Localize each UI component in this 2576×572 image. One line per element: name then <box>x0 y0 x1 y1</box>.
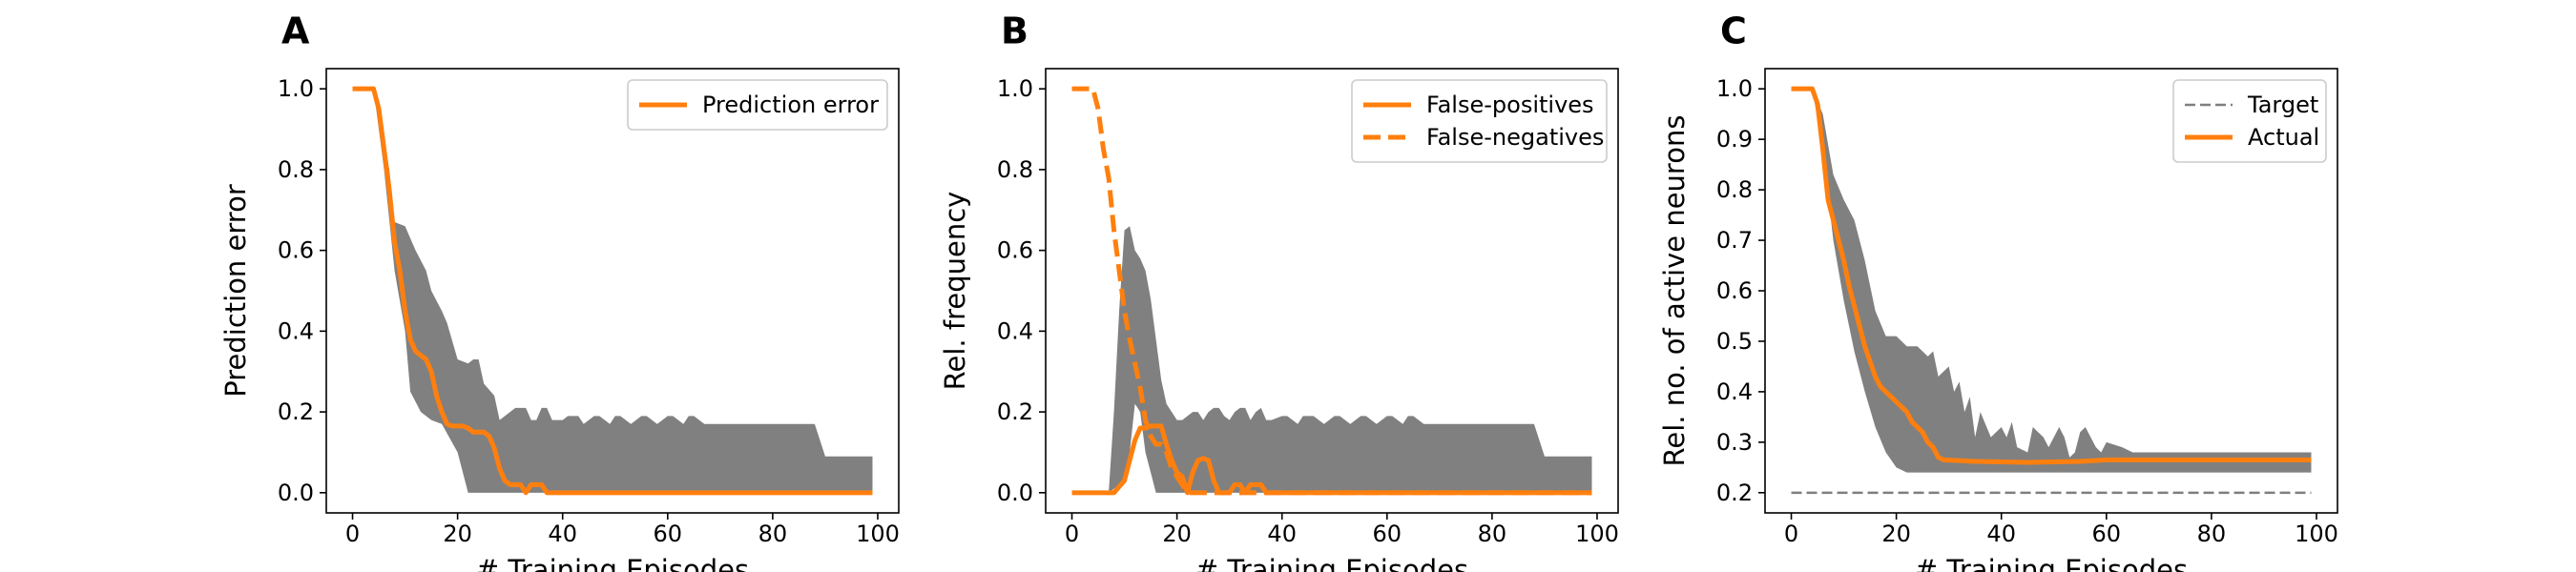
axes-frame <box>325 68 900 514</box>
y-tick-label: 1.0 <box>278 75 314 102</box>
y-tick-label: 0.2 <box>278 398 314 425</box>
x-tick-label: 0 <box>345 521 360 547</box>
legend: False-positives False-negatives <box>1351 79 1608 163</box>
y-tick-label: 0.2 <box>1716 480 1753 506</box>
y-tick-label: 0.5 <box>1716 328 1753 355</box>
y-tick-label: 0.6 <box>997 237 1033 264</box>
x-tick-label: 100 <box>1575 521 1619 547</box>
plot-area <box>1791 86 2312 495</box>
x-axis-label: # Training Episodes <box>476 554 749 572</box>
x-tick-label: 60 <box>1373 521 1402 547</box>
x-tick-label: 20 <box>1881 521 1911 547</box>
y-tick-label: 1.0 <box>1716 75 1753 102</box>
legend-label-false-negatives: False-negatives <box>1426 124 1604 151</box>
legend-label-prediction-error: Prediction error <box>702 92 879 118</box>
legend: Target Actual <box>2172 79 2327 163</box>
axes-frame <box>1045 68 1619 514</box>
y-tick-label: 0.6 <box>1716 277 1753 304</box>
x-tick-label: 60 <box>2092 521 2122 547</box>
series-line-actual <box>1791 86 2312 465</box>
legend-label-actual: Actual <box>2248 124 2319 151</box>
y-tick-label: 0.4 <box>997 317 1033 344</box>
panel-letter: C <box>1720 10 1747 52</box>
series-line-prediction-error <box>352 86 873 496</box>
x-tick-label: 100 <box>856 521 900 547</box>
panel-b: B 0 20 40 60 80 100 0.0 0.2 0.4 0.6 0.8 1.0 # Trainin… <box>939 10 1619 572</box>
series-line-false-negatives <box>1071 86 1592 496</box>
legend: Prediction error <box>627 79 888 131</box>
panel-a: A 0 20 40 60 80 100 0.0 0.2 0.4 0.6 0.8 1.0 # Trainin… <box>219 10 900 572</box>
panel-letter: B <box>1001 10 1028 52</box>
x-tick-label: 80 <box>1478 521 1507 547</box>
plot-area <box>352 86 873 496</box>
x-tick-label: 80 <box>2197 521 2227 547</box>
plot-area <box>1071 86 1592 496</box>
x-tick-label: 20 <box>443 521 472 547</box>
y-tick-label: 0.8 <box>278 156 314 183</box>
y-tick-label: 0.8 <box>1716 176 1753 203</box>
x-tick-label: 100 <box>2295 521 2338 547</box>
y-axis-label: Rel. frequency <box>939 192 971 391</box>
legend-label-false-positives: False-positives <box>1426 92 1594 118</box>
y-tick-label: 0.3 <box>1716 429 1753 456</box>
y-tick-label: 0.9 <box>1716 126 1753 153</box>
y-tick-label: 0.7 <box>1716 227 1753 254</box>
y-tick-label: 0.4 <box>1716 378 1753 405</box>
series-line-false-positives <box>1071 423 1592 496</box>
std-band <box>1791 89 2312 473</box>
x-tick-label: 60 <box>654 521 683 547</box>
y-axis-label: Rel. no. of active neurons <box>1658 115 1691 467</box>
panel-letter: A <box>281 10 310 52</box>
x-tick-label: 0 <box>1065 521 1079 547</box>
legend-label-target: Target <box>2247 92 2318 118</box>
y-tick-label: 0.2 <box>997 398 1033 425</box>
legend-box <box>627 79 888 131</box>
x-tick-label: 0 <box>1784 521 1798 547</box>
x-tick-label: 40 <box>1267 521 1297 547</box>
x-axis-label: # Training Episodes <box>1915 554 2188 572</box>
std-band <box>1071 226 1592 493</box>
legend-box <box>1351 79 1608 163</box>
panel-c: C 0 20 40 60 80 100 0.2 0.3 0.4 0.5 0.6 0.7 0.8 0.9 1.0… <box>1658 10 2338 572</box>
x-tick-label: 40 <box>548 521 577 547</box>
y-tick-label: 0.8 <box>997 156 1033 183</box>
y-tick-label: 1.0 <box>997 75 1033 102</box>
x-axis-label: # Training Episodes <box>1195 554 1468 572</box>
y-tick-label: 0.0 <box>278 480 314 506</box>
y-tick-label: 0.6 <box>278 237 314 264</box>
std-band <box>352 89 873 493</box>
legend-box <box>2172 79 2327 163</box>
x-tick-label: 20 <box>1162 521 1192 547</box>
y-tick-label: 0.0 <box>997 480 1033 506</box>
x-tick-label: 40 <box>1986 521 2016 547</box>
y-axis-label: Prediction error <box>219 184 252 398</box>
y-tick-label: 0.4 <box>278 317 314 344</box>
x-tick-label: 80 <box>758 521 788 547</box>
